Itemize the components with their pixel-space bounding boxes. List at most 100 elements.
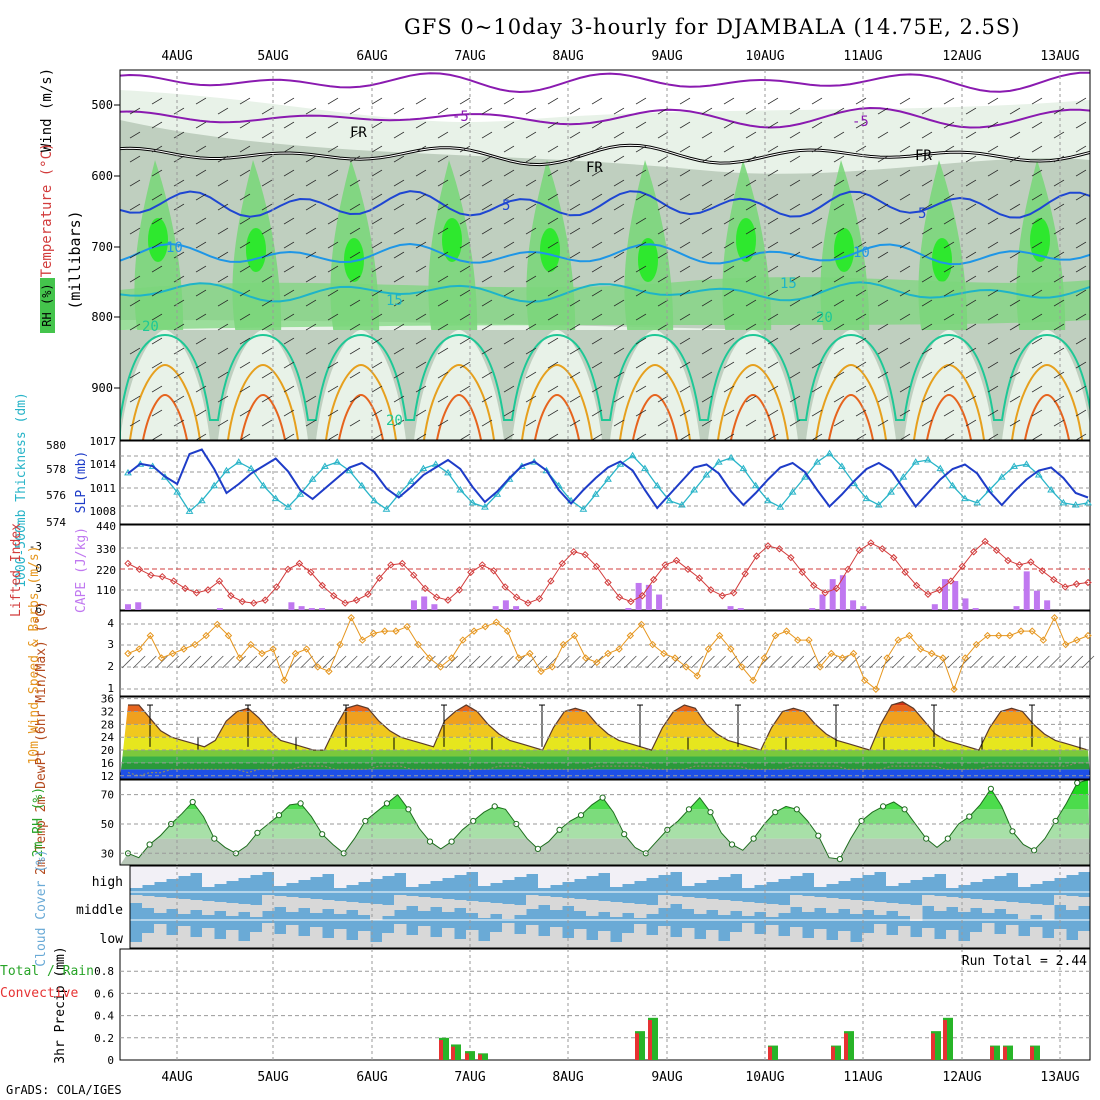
cloud-high-gap bbox=[970, 866, 983, 882]
thickness-point bbox=[173, 488, 182, 495]
wind-barb bbox=[151, 217, 163, 225]
thickness-point bbox=[1010, 462, 1019, 469]
wind-barb bbox=[591, 385, 603, 393]
wind-barb bbox=[437, 107, 449, 115]
wind-barb bbox=[459, 361, 471, 369]
wind-barb bbox=[921, 131, 933, 139]
wind-barb bbox=[344, 655, 358, 669]
date-label-top: 11AUG bbox=[843, 49, 882, 64]
wind-barb bbox=[283, 385, 295, 393]
precip-convective-bar bbox=[943, 1020, 947, 1060]
date-label-bottom: 6AUG bbox=[356, 1070, 387, 1085]
wind-speed-point bbox=[961, 654, 969, 662]
lifted-index-point bbox=[695, 574, 704, 582]
wind-barb bbox=[283, 433, 295, 440]
cloud-low-gap bbox=[910, 937, 923, 948]
rh-point bbox=[685, 806, 693, 813]
wind-barb bbox=[723, 313, 735, 321]
wind-barb bbox=[657, 131, 669, 139]
wind-barb bbox=[789, 323, 801, 331]
wind-barb bbox=[239, 169, 251, 177]
wind-barb bbox=[415, 409, 427, 417]
date-label-top: 13AUG bbox=[1040, 49, 1079, 64]
cloud-low-gap bbox=[862, 933, 875, 948]
wind-barb bbox=[503, 217, 515, 225]
wind-barb bbox=[1009, 275, 1021, 283]
cloud-mid-gap bbox=[394, 895, 407, 910]
wind-barb bbox=[855, 409, 867, 417]
rh-point bbox=[470, 817, 477, 825]
cloud-low-gap bbox=[538, 936, 551, 948]
wind-barb bbox=[635, 337, 647, 345]
wind-barb bbox=[899, 97, 911, 105]
rh-color-band bbox=[120, 838, 1090, 865]
cloud-low-gap bbox=[874, 924, 887, 948]
wind-barb bbox=[723, 433, 735, 440]
wind-barb bbox=[877, 227, 889, 235]
temp-tick-label: 24 bbox=[101, 731, 115, 744]
wind-speed-point bbox=[492, 618, 501, 626]
thickness-point bbox=[899, 473, 908, 480]
precip-convective-bar bbox=[648, 1020, 652, 1060]
wind-barb bbox=[569, 203, 581, 211]
precip-tick-label: 0.2 bbox=[94, 1032, 114, 1045]
thickness-point bbox=[247, 464, 255, 472]
wind-barb bbox=[701, 131, 713, 139]
lifted-index-point bbox=[455, 586, 464, 594]
wind-barb bbox=[767, 217, 779, 225]
cloud-low-gap bbox=[1018, 936, 1031, 948]
wind-barb bbox=[635, 169, 647, 177]
wind-barb bbox=[811, 121, 823, 129]
wind-barb bbox=[371, 169, 383, 177]
cloud-mid-gap bbox=[358, 903, 371, 915]
wind-barb bbox=[173, 155, 185, 163]
cloud-high-gap bbox=[826, 866, 839, 884]
contour-label: FR bbox=[586, 160, 603, 176]
wind-barb bbox=[635, 241, 647, 249]
rh-point bbox=[275, 812, 283, 819]
wind-barb bbox=[437, 251, 449, 259]
wind-barb bbox=[525, 251, 537, 259]
wind-barb bbox=[833, 227, 845, 235]
cloud-mid-gap bbox=[190, 900, 203, 910]
wind-speed-point bbox=[392, 627, 400, 635]
wind-barb bbox=[1037, 655, 1050, 669]
wind-barb bbox=[327, 361, 339, 369]
wind-barb bbox=[613, 419, 625, 427]
cloud-high-gap bbox=[322, 866, 335, 874]
wind-barb bbox=[668, 655, 682, 669]
wind-barb bbox=[239, 265, 251, 273]
wind-barb bbox=[1031, 241, 1043, 249]
wind-barb bbox=[723, 193, 735, 201]
lifted-index-point bbox=[970, 548, 978, 556]
wind-barb bbox=[701, 107, 713, 115]
thickness-point bbox=[604, 475, 612, 482]
rh-point bbox=[146, 841, 153, 848]
cloud-mid-gap bbox=[706, 899, 719, 910]
rh-point bbox=[772, 809, 779, 816]
wind-speed-point bbox=[838, 654, 847, 662]
cloud-high-gap bbox=[766, 866, 779, 882]
wind-barb bbox=[679, 193, 691, 201]
wind-barb bbox=[614, 444, 624, 450]
lifted-index-point bbox=[592, 562, 601, 571]
wind-barb bbox=[811, 385, 823, 393]
wind-barb bbox=[767, 97, 779, 105]
wind-barb bbox=[869, 655, 883, 669]
cloud-low-gap bbox=[838, 931, 851, 948]
cloud-low-gap bbox=[310, 927, 323, 948]
wind-barb bbox=[1009, 203, 1021, 211]
cloud-low-gap bbox=[334, 929, 347, 948]
cloud-low-gap bbox=[178, 926, 191, 948]
wind-barb bbox=[144, 655, 157, 669]
wind-barb bbox=[481, 251, 493, 259]
wind-barb bbox=[393, 323, 405, 331]
wind-barb bbox=[525, 179, 537, 187]
wind-barb bbox=[501, 655, 514, 669]
cloud-low-gap bbox=[778, 936, 791, 948]
wind-barb bbox=[327, 97, 339, 105]
cloud-high-gap bbox=[166, 866, 179, 879]
lifted-index-point bbox=[718, 592, 726, 600]
wind-speed-point bbox=[280, 676, 288, 685]
thickness-line bbox=[127, 452, 1089, 513]
